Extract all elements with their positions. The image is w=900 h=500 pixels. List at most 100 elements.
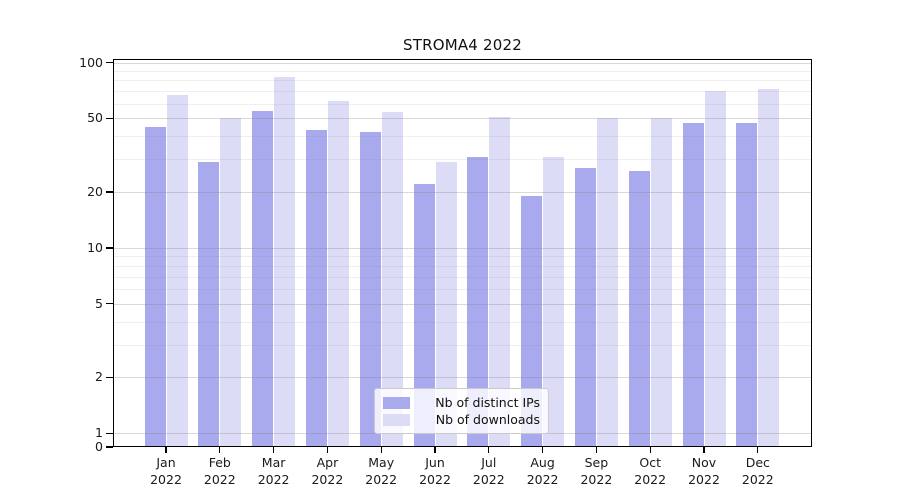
x-tick-month: Mar [261, 455, 286, 470]
major-gridline [114, 377, 811, 379]
x-tick-label-feb: Feb 2022 [192, 454, 248, 488]
y-tick-label: 2 [95, 369, 103, 385]
x-tick-mark [488, 447, 490, 453]
x-tick-label-jul: Jul 2022 [461, 454, 517, 488]
legend-label-downloads: Nb of downloads [435, 412, 540, 427]
bar-downloads-oct [650, 118, 672, 447]
bar-downloads-feb [220, 118, 242, 447]
x-tick-month: Feb [208, 455, 231, 470]
minor-gridline [114, 80, 811, 82]
x-tick-year: 2022 [203, 472, 236, 487]
y-tick-label: 0 [95, 439, 103, 454]
chart-title: STROMA4 2022 [402, 36, 522, 54]
x-tick-mark [219, 447, 221, 453]
bar-distinct-ips-may [359, 132, 381, 447]
y-tick-mark [106, 303, 113, 305]
y-tick-mark [106, 117, 113, 119]
x-tick-month: May [368, 455, 395, 470]
x-tick-month: Oct [639, 455, 661, 470]
x-tick-mark [434, 447, 436, 453]
x-tick-year: 2022 [688, 472, 720, 487]
bar-distinct-ips-sep [574, 167, 596, 447]
bar-downloads-apr [327, 100, 349, 447]
bar-downloads-jun [435, 162, 457, 447]
bar-distinct-ips-mar [252, 110, 274, 447]
y-tick-mark [106, 247, 113, 249]
legend-swatch-distinct-ips [383, 396, 410, 409]
minor-gridline [114, 265, 811, 267]
x-tick-mark [541, 447, 544, 453]
bar-distinct-ips-jan [144, 126, 166, 447]
bar-distinct-ips-nov [682, 123, 704, 447]
minor-gridline [114, 91, 811, 93]
minor-gridline [114, 159, 811, 161]
x-tick-year: 2022 [311, 472, 344, 487]
bar-distinct-ips-dec [736, 123, 758, 447]
x-tick-year: 2022 [419, 472, 451, 487]
bar-distinct-ips-feb [198, 162, 220, 447]
bar-distinct-ips-aug [521, 196, 543, 447]
x-tick-mark [649, 447, 651, 453]
minor-gridline [114, 344, 811, 346]
x-tick-mark [380, 447, 382, 453]
minor-gridline [114, 70, 811, 72]
x-tick-month: Jun [425, 455, 445, 470]
bar-downloads-dec [758, 88, 780, 447]
x-tick-mark [757, 447, 759, 453]
x-tick-label-mar: Mar 2022 [246, 454, 302, 488]
x-tick-year: 2022 [150, 472, 182, 487]
minor-gridline [114, 103, 811, 105]
x-tick-year: 2022 [580, 472, 613, 487]
x-tick-label-oct: Oct 2022 [622, 454, 678, 488]
x-tick-label-aug: Aug 2022 [515, 454, 571, 488]
x-tick-year: 2022 [472, 472, 505, 487]
x-tick-label-sep: Sep 2022 [568, 454, 624, 488]
legend-item-distinct-ips: Nb of distinct IPs [383, 394, 540, 411]
x-tick-label-apr: Apr 2022 [299, 454, 355, 488]
bar-downloads-mar [274, 76, 296, 447]
x-tick-year: 2022 [526, 472, 559, 487]
minor-gridline [114, 321, 811, 323]
y-tick-label: 5 [95, 295, 103, 311]
legend-label-distinct-ips: Nb of distinct IPs [435, 395, 540, 410]
x-tick-year: 2022 [257, 472, 290, 487]
bar-distinct-ips-apr [305, 130, 327, 447]
bar-downloads-jul [489, 116, 511, 447]
major-gridline [114, 303, 811, 305]
bar-distinct-ips-oct [628, 170, 650, 447]
y-tick-mark [106, 191, 113, 193]
x-tick-mark [165, 447, 167, 453]
x-tick-mark [703, 447, 705, 453]
x-tick-mark [326, 447, 329, 453]
major-gridline [114, 192, 811, 194]
y-tick-mark [106, 61, 113, 64]
x-tick-label-nov: Nov 2022 [676, 454, 732, 488]
x-tick-label-jan: Jan 2022 [138, 454, 194, 488]
bar-downloads-aug [543, 156, 565, 447]
major-gridline [114, 118, 811, 120]
x-tick-month: Jul [481, 455, 497, 470]
x-tick-label-jun: Jun 2022 [407, 454, 463, 488]
bar-distinct-ips-jun [413, 184, 435, 447]
bar-downloads-jan [166, 94, 188, 447]
minor-gridline [114, 276, 811, 278]
y-tick-label: 20 [87, 184, 103, 200]
minor-gridline [114, 256, 811, 258]
bar-distinct-ips-jul [467, 156, 489, 447]
y-tick-label: 50 [87, 110, 103, 126]
legend-item-downloads: Nb of downloads [383, 411, 540, 428]
y-tick-label: 100 [79, 54, 103, 70]
x-tick-mark [595, 447, 598, 453]
bar-downloads-sep [596, 118, 618, 447]
y-tick-mark [106, 376, 113, 379]
x-tick-month: Aug [530, 455, 555, 470]
y-tick-mark [106, 432, 113, 434]
x-tick-month: Jan [156, 455, 176, 470]
x-tick-year: 2022 [741, 472, 774, 487]
major-gridline [114, 247, 811, 249]
x-tick-year: 2022 [365, 472, 398, 487]
x-tick-label-dec: Dec 2022 [730, 454, 786, 488]
minor-gridline [114, 289, 811, 291]
x-tick-month: Apr [316, 455, 339, 470]
